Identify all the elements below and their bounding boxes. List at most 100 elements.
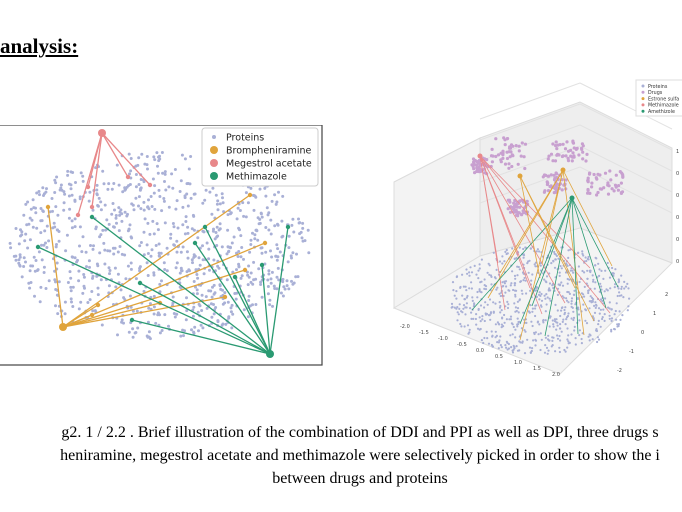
protein-point [172,312,176,315]
protein-point-3d [486,303,489,306]
protein-point-3d [533,332,536,336]
protein-point [128,172,131,176]
drug-point-3d [518,199,522,203]
protein-point [94,166,98,170]
grid-line [479,103,581,141]
protein-point-3d [538,291,541,294]
protein-point [57,239,61,243]
protein-point [179,250,183,254]
protein-point-3d [506,252,509,255]
edge-line [62,242,266,328]
protein-point [62,190,66,194]
drug-point-3d [552,173,556,177]
protein-point-3d [616,294,619,298]
protein-point [154,321,158,325]
protein-point-3d [509,284,512,287]
protein-point [266,292,270,296]
protein-point-3d [556,337,560,340]
drug-point-3d [542,190,546,194]
drug-point-3d [471,164,475,169]
protein-point-3d [611,266,614,270]
protein-point-3d [455,290,458,293]
protein-point [134,164,138,168]
protein-point [116,272,120,276]
protein-point [171,295,175,299]
protein-point-3d [580,292,583,295]
protein-point [22,213,26,217]
protein-point [81,179,85,183]
protein-point [121,190,125,194]
protein-point [73,217,77,221]
protein-point-3d [481,315,484,318]
protein-point [188,182,192,186]
protein-point-3d [558,327,562,330]
protein-point-3d [615,302,618,305]
protein-point [132,208,136,212]
protein-point [17,242,21,246]
protein-point [113,266,117,270]
protein-point [68,207,72,211]
protein-point-3d [506,300,509,303]
protein-point [129,267,133,271]
protein-point [54,288,58,291]
legend-marker [212,135,216,139]
protein-point [265,206,269,210]
protein-point-3d [555,328,558,331]
protein-point [223,301,227,305]
protein-point-3d [474,317,477,321]
protein-point [171,301,175,305]
protein-point [66,173,70,177]
protein-point [99,233,103,237]
protein-point [259,246,263,250]
protein-point-3d [517,320,520,324]
protein-point [71,305,75,308]
protein-point [186,256,190,260]
protein-point [249,271,253,275]
protein-point-3d [522,279,525,282]
protein-point [22,256,26,260]
protein-point [218,283,222,287]
z-tick-label: 0 [676,215,679,221]
drug-point-3d [606,192,611,196]
protein-point-3d [539,264,542,267]
protein-point-3d [608,314,611,317]
protein-point-3d [466,272,469,275]
protein-point-3d [596,340,599,344]
protein-point [225,278,229,282]
protein-point-3d [505,346,508,349]
protein-point-3d [604,297,607,300]
protein-point-3d [573,329,576,332]
x-tick-label: 0.0 [476,348,484,354]
protein-point [212,283,216,287]
protein-point [146,167,149,171]
edge-line [37,246,271,355]
protein-point [249,243,253,246]
protein-point [175,250,179,254]
legend-box [201,127,319,187]
protein-point-3d [490,343,493,347]
protein-point-3d [491,335,494,338]
protein-point-3d [518,349,521,352]
protein-point-3d [522,256,525,259]
protein-point-3d [544,297,547,300]
protein-point-3d [550,345,553,348]
protein-point-3d [479,320,482,323]
protein-point-3d [500,323,503,326]
protein-point-3d [465,289,468,292]
protein-point [120,219,124,223]
protein-point-3d [566,277,569,281]
edge-line-3d [531,197,573,307]
protein-point [42,192,46,196]
protein-point-3d [613,313,616,316]
protein-point [146,320,150,324]
protein-point-3d [552,259,555,262]
protein-point [277,278,281,282]
protein-point [291,251,295,255]
drug-point-3d [564,154,568,158]
protein-point-3d [482,341,485,345]
protein-point [252,260,256,264]
protein-point-3d [554,253,557,256]
protein-point [237,250,241,253]
protein-point [301,221,305,225]
protein-point-3d [533,263,536,266]
